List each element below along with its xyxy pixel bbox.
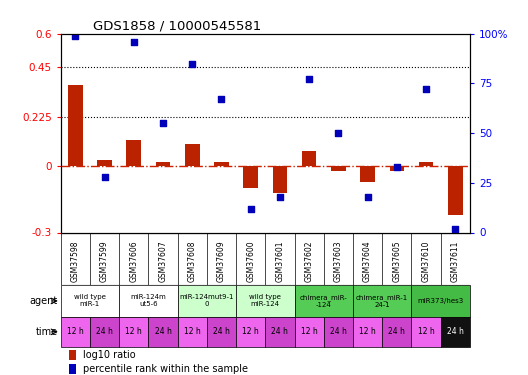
Point <box>393 164 401 170</box>
Bar <box>119 285 177 317</box>
Bar <box>411 317 441 347</box>
Text: GSM37611: GSM37611 <box>451 240 460 282</box>
Bar <box>90 317 119 347</box>
Text: GSM37609: GSM37609 <box>217 240 226 282</box>
Text: GSM37598: GSM37598 <box>71 240 80 282</box>
Text: GSM37606: GSM37606 <box>129 240 138 282</box>
Text: percentile rank within the sample: percentile rank within the sample <box>83 364 248 374</box>
Text: 12 h: 12 h <box>126 327 142 336</box>
Text: 24 h: 24 h <box>271 327 288 336</box>
Bar <box>236 285 295 317</box>
Point <box>188 60 196 67</box>
Bar <box>295 317 324 347</box>
Point <box>451 225 459 231</box>
Text: 12 h: 12 h <box>184 327 201 336</box>
Bar <box>177 317 207 347</box>
Bar <box>243 166 258 188</box>
Point <box>422 86 430 92</box>
Text: miR-124m
ut5-6: miR-124m ut5-6 <box>130 294 166 307</box>
Text: GSM37608: GSM37608 <box>188 240 197 282</box>
Bar <box>156 162 171 166</box>
Text: time: time <box>36 327 58 337</box>
Bar <box>295 285 353 317</box>
Bar <box>148 317 177 347</box>
Point <box>159 120 167 126</box>
Bar <box>448 166 463 215</box>
Text: GSM37607: GSM37607 <box>158 240 167 282</box>
Bar <box>97 160 112 166</box>
Text: 24 h: 24 h <box>330 327 347 336</box>
Bar <box>382 317 411 347</box>
Bar <box>441 317 470 347</box>
Bar <box>69 364 76 374</box>
Text: wild type
miR-1: wild type miR-1 <box>74 294 106 307</box>
Bar <box>127 140 141 166</box>
Text: GSM37610: GSM37610 <box>421 240 430 282</box>
Bar <box>353 285 411 317</box>
Text: log10 ratio: log10 ratio <box>83 350 136 360</box>
Text: 24 h: 24 h <box>447 327 464 336</box>
Bar <box>324 317 353 347</box>
Point <box>247 206 255 212</box>
Text: 12 h: 12 h <box>242 327 259 336</box>
Point <box>71 33 80 39</box>
Text: GSM37605: GSM37605 <box>392 240 401 282</box>
Bar <box>68 84 83 166</box>
Text: chimera_miR-1
24-1: chimera_miR-1 24-1 <box>356 294 408 308</box>
Text: GDS1858 / 10000545581: GDS1858 / 10000545581 <box>93 20 262 33</box>
Text: 12 h: 12 h <box>359 327 376 336</box>
Bar <box>119 317 148 347</box>
Bar <box>272 166 287 193</box>
Point <box>305 76 314 82</box>
Text: GSM37599: GSM37599 <box>100 240 109 282</box>
Text: GSM37604: GSM37604 <box>363 240 372 282</box>
Bar <box>390 166 404 171</box>
Bar <box>411 285 470 317</box>
Bar <box>302 151 316 166</box>
Bar <box>69 350 76 360</box>
Bar <box>236 317 266 347</box>
Text: miR373/hes3: miR373/hes3 <box>418 298 464 304</box>
Text: GSM37601: GSM37601 <box>276 240 285 282</box>
Text: GSM37603: GSM37603 <box>334 240 343 282</box>
Text: 12 h: 12 h <box>67 327 84 336</box>
Point <box>129 39 138 45</box>
Bar <box>419 162 433 166</box>
Text: 12 h: 12 h <box>301 327 317 336</box>
Bar <box>207 317 236 347</box>
Text: 24 h: 24 h <box>96 327 113 336</box>
Text: agent: agent <box>30 296 58 306</box>
Text: 24 h: 24 h <box>389 327 406 336</box>
Text: 12 h: 12 h <box>418 327 435 336</box>
Bar <box>61 317 90 347</box>
Bar <box>185 144 200 166</box>
Text: GSM37602: GSM37602 <box>305 240 314 282</box>
Point <box>363 194 372 200</box>
Bar <box>177 285 236 317</box>
Point <box>100 174 109 180</box>
Bar <box>265 317 295 347</box>
Bar <box>331 166 346 171</box>
Text: 24 h: 24 h <box>213 327 230 336</box>
Bar <box>214 162 229 166</box>
Text: wild type
miR-124: wild type miR-124 <box>249 294 281 307</box>
Bar <box>360 166 375 182</box>
Text: miR-124mut9-1
0: miR-124mut9-1 0 <box>180 294 234 307</box>
Bar <box>61 285 119 317</box>
Point <box>276 194 284 200</box>
Text: 24 h: 24 h <box>155 327 172 336</box>
Bar <box>353 317 382 347</box>
Text: GSM37600: GSM37600 <box>246 240 255 282</box>
Point <box>334 130 343 136</box>
Text: chimera_miR-
-124: chimera_miR- -124 <box>300 294 347 308</box>
Point <box>217 96 225 102</box>
